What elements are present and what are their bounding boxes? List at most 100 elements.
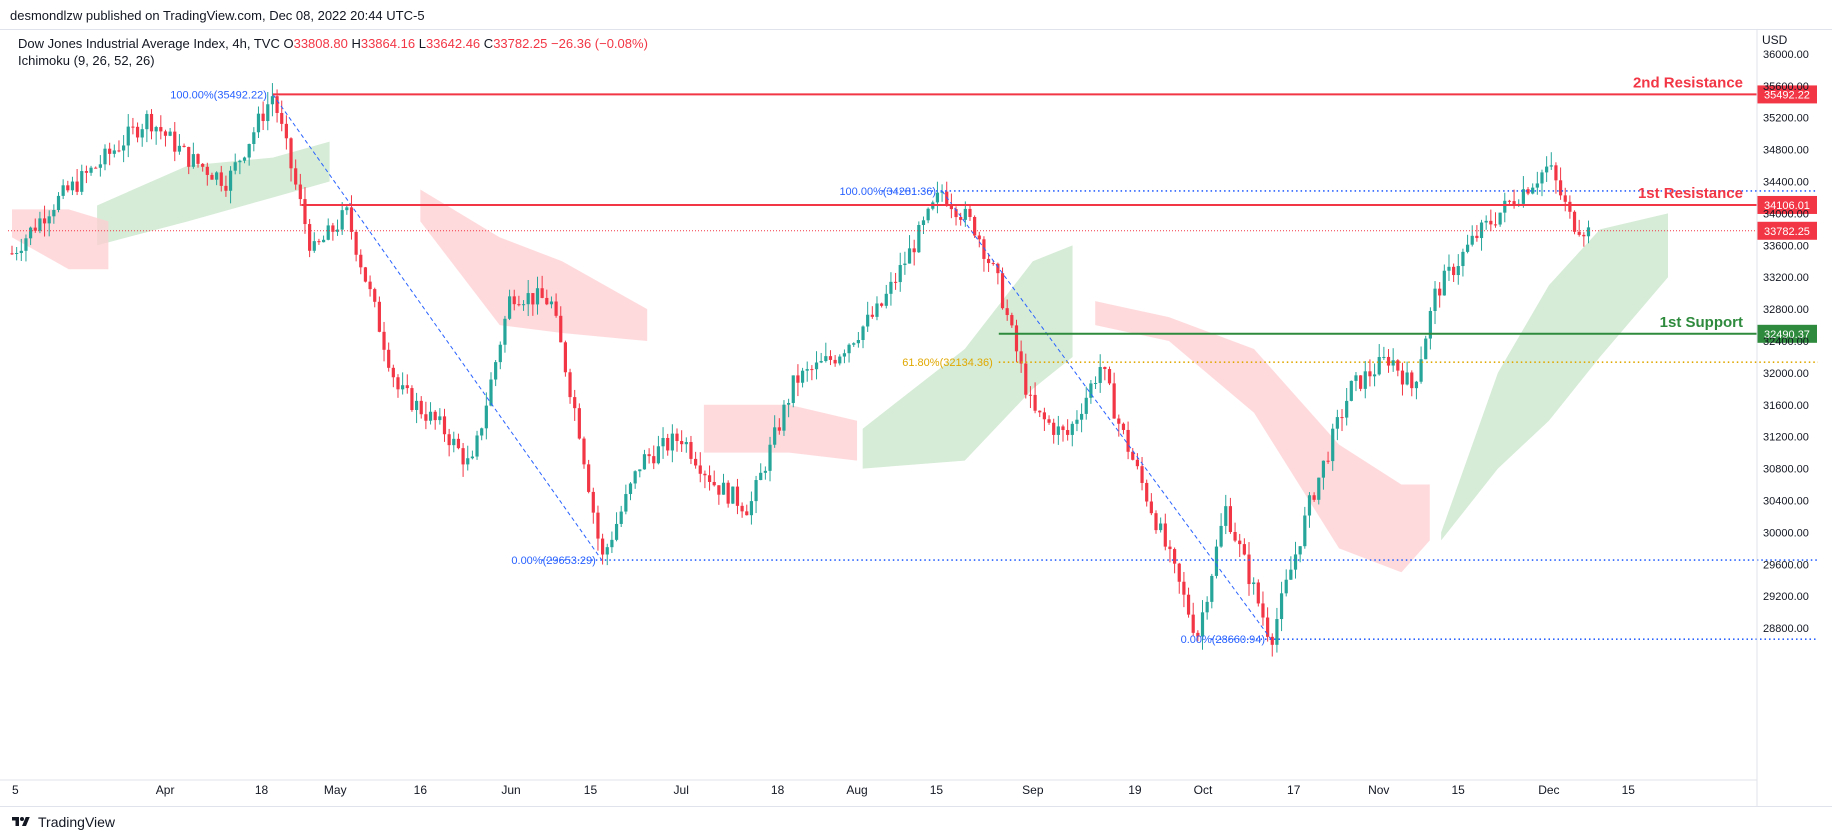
candle-body [810,369,814,371]
candle-body [215,172,219,180]
candle-body [624,494,628,512]
fib-trend-line [941,190,1272,640]
candle-body [814,362,819,370]
candle-body [19,250,23,253]
candle-body [1568,201,1572,212]
candle-body [540,288,544,298]
low-value: 33642.46 [425,36,481,51]
candle-body [917,225,921,253]
candle-body [1303,515,1307,547]
candle-body [680,441,684,445]
candle-body [893,281,898,283]
x-tick-label: Jul [674,783,689,797]
candle-body [731,486,735,504]
candle-body [242,157,247,161]
candle-body [996,263,1000,274]
candle-body [559,315,563,343]
candle-body [108,148,112,154]
candle-body [1424,338,1428,360]
y-tick-label: 35600.00 [1763,81,1809,93]
candle-body [414,400,419,411]
candle-body [614,523,619,540]
x-tick-label: 18 [771,783,785,797]
indicator-name[interactable]: Ichimoku (9, 26, 52, 26) [18,53,155,68]
candle-body [1270,636,1274,645]
last-price-tag [1757,221,1817,240]
candle-body [1135,459,1139,467]
candle-body [954,209,958,218]
candle-body [1345,400,1349,418]
candle-body [52,209,56,217]
price-tag-label: 32490.37 [1764,329,1810,341]
candle-body [1154,513,1158,531]
candle-body [475,435,479,457]
candle-body [763,470,767,473]
candle-body [787,402,791,405]
cloud-segment-bear [1095,301,1430,573]
candle-body [1419,359,1423,382]
x-tick-label: Jun [501,783,520,797]
candles [10,83,1591,657]
candle-body [428,411,433,421]
open-value: 33808.80 [293,36,348,51]
x-tick-label: 15 [1451,783,1465,797]
candle-body [903,263,907,266]
candle-body [1005,308,1009,316]
candle-body [363,267,368,282]
candle-body [1312,495,1316,500]
cloud-segment-bear [420,189,648,342]
candle-body [1582,234,1586,237]
candle-body [1042,412,1046,420]
candle-body [503,318,507,345]
x-tick-label: Nov [1368,783,1389,797]
candle-body [577,408,581,439]
candle-body [521,304,526,306]
candle-body [321,239,326,243]
candle-body [721,482,726,495]
y-tick-label: 32400.00 [1763,336,1809,348]
candle-body [717,485,721,495]
candle-body [1340,417,1344,419]
candle-body [833,359,837,364]
candle-body [289,138,293,169]
candle-body [1349,380,1353,401]
y-tick-label: 34400.00 [1763,177,1809,189]
footer-brand: TradingView [38,814,116,830]
candle-body [1493,224,1498,226]
candle-body [1163,523,1167,547]
candle-body [75,181,79,192]
candle-body [880,303,884,306]
candle-body [1433,288,1437,311]
candle-body [480,428,484,436]
resistance-label: 1st Resistance [1638,185,1743,202]
candle-body [1238,540,1242,545]
candle-body [926,208,930,221]
candle-body [1554,165,1558,181]
candle-body [856,340,860,344]
candle-body [828,356,833,360]
symbol-name[interactable]: Dow Jones Industrial Average Index, 4h, … [18,36,280,51]
candle-body [1475,235,1479,239]
candle-body [1521,189,1525,204]
price-tag-label: 35492.22 [1764,89,1810,101]
fib-label: 0.00%(29653.29) [511,555,595,567]
candle-body [15,252,19,254]
candle-body [1498,212,1502,225]
candle-body [1503,200,1507,213]
indicator-row[interactable]: Ichimoku (9, 26, 52, 26) [18,52,648,69]
candle-body [182,145,186,147]
candle-body [568,372,572,398]
candle-body [382,331,386,350]
candle-body [545,297,549,305]
candle-body [1070,423,1074,435]
candle-body [1447,266,1451,271]
candle-body [1261,603,1265,618]
candle-body [1438,288,1442,296]
candle-body [84,171,89,173]
candle-body [986,258,991,264]
candle-body [1377,357,1381,375]
candle-body [1233,531,1237,541]
candle-body [140,129,144,138]
fib-label: 100.00%(35492.22) [170,89,267,101]
